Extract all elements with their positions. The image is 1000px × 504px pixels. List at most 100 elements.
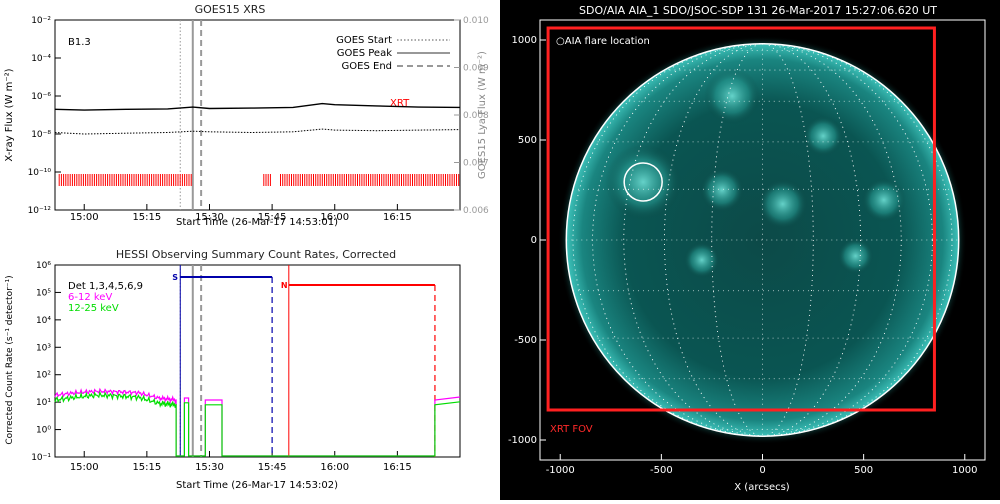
goes-right-tick-label: 0.008 <box>463 111 489 121</box>
xrt-label: XRT <box>390 98 410 109</box>
goes-y-tick-label: 10⁻⁸ <box>31 130 51 140</box>
plots-canvas: GOES15 XRS 10⁻² 10⁻⁴ 10⁻⁶ 10⁻⁸ 10⁻¹⁰ 10⁻¹² 0.… <box>4 3 489 491</box>
active-region <box>605 144 682 220</box>
hessi-x-axis: 15:00 15:15 15:30 15:45 16:00 16:15 <box>70 451 412 473</box>
goes-right-axis: 0.010 0.009 0.008 0.007 0.006 <box>454 16 489 216</box>
active-region <box>757 179 808 229</box>
hessi-y-tick-label: 10⁶ <box>36 261 51 271</box>
goes-x-tick-label: 15:00 <box>70 212 99 223</box>
solar-limb <box>565 43 960 437</box>
aia-title: SDO/AIA AIA_1 SDO/JSOC-SDP 131 26-Mar-20… <box>579 4 937 17</box>
goes-y-tick-label: 10⁻⁶ <box>31 92 51 102</box>
hessi-x-tick-label: 16:00 <box>320 462 349 473</box>
goes-title: GOES15 XRS <box>195 3 266 16</box>
legend-6-12-kev: 6-12 keV <box>68 292 112 303</box>
hessi-y-tick-label: 10⁻¹ <box>31 453 51 463</box>
hessi-y-tick-label: 10¹ <box>36 398 51 408</box>
active-region <box>861 178 906 222</box>
goes-x-tick-label: 15:15 <box>132 212 161 223</box>
aia-y-tick-label: 0 <box>531 235 537 246</box>
marker-label: S <box>172 273 178 282</box>
hessi-x-label: Start Time (26-Mar-17 14:53:02) <box>176 480 338 491</box>
goes-right-axis-label: GOES15 Lya Flux (W m⁻²) <box>477 51 488 179</box>
goes-y-tick-label: 10⁻⁴ <box>31 54 51 64</box>
aia-y-tick-label: -1000 <box>508 435 537 446</box>
hessi-orbit-markers: SN <box>172 265 436 457</box>
aia-y-axis: 1000 500 0 -500 -1000 <box>508 35 546 446</box>
active-region <box>700 168 745 212</box>
aia-x-axis: -1000 -500 0 500 1000 <box>546 454 977 476</box>
left-panel: GOES15 XRS 10⁻² 10⁻⁴ 10⁻⁶ 10⁻⁸ 10⁻¹⁰ 10⁻¹² 0.… <box>0 0 500 500</box>
hessi-y-tick-label: 10⁴ <box>36 316 51 326</box>
aia-y-tick-label: 500 <box>518 135 537 146</box>
aia-x-tick-label: -1000 <box>546 465 575 476</box>
xrt-observation-bars <box>58 174 460 186</box>
goes-y-tick-label: 10⁻² <box>31 16 51 26</box>
goes-x-tick-label: 16:00 <box>320 212 349 223</box>
hessi-x-tick-label: 15:15 <box>132 462 161 473</box>
longitude-line <box>572 43 953 437</box>
legend-goes-start: GOES Start <box>336 35 392 46</box>
hessi-12-25-kev-line <box>54 390 461 457</box>
hessi-y-tick-label: 10³ <box>36 343 51 353</box>
legend-hessi-detectors: Det 1,3,4,5,6,9 <box>68 281 143 292</box>
goes-right-tick-label: 0.009 <box>463 64 489 74</box>
hessi-x-tick-label: 15:00 <box>70 462 99 473</box>
active-region <box>803 116 844 156</box>
hessi-y-axis: 10⁶ 10⁵ 10⁴ 10³ 10² 10¹ 10⁰ 10⁻¹ <box>31 261 61 463</box>
active-region <box>683 242 720 278</box>
longitude-line <box>623 43 902 437</box>
longitude-line <box>592 43 933 437</box>
solar-disk <box>546 26 967 445</box>
aia-y-tick-label: -500 <box>514 335 537 346</box>
hessi-x-tick-label: 15:45 <box>258 462 287 473</box>
xrt-fov-label: XRT FOV <box>550 424 593 435</box>
hessi-y-tick-label: 10⁵ <box>36 288 51 298</box>
goes-xrs-plot: GOES15 XRS 10⁻² 10⁻⁴ 10⁻⁶ 10⁻⁸ 10⁻¹⁰ 10⁻¹² 0.… <box>4 3 489 228</box>
solar-disk-fill <box>566 43 959 437</box>
goes-right-tick-label: 0.007 <box>463 159 489 169</box>
goes-class-annotation: B1.3 <box>68 37 91 48</box>
goes-x-tick-label: 15:30 <box>195 212 224 223</box>
aia-x-label: X (arcsecs) <box>734 482 790 493</box>
goes-long-channel-line <box>54 102 461 111</box>
hessi-plot-frame <box>54 264 461 458</box>
goes-x-axis: 15:00 15:15 15:30 15:45 16:00 16:15 <box>70 204 412 223</box>
goes-short-channel-line <box>54 128 461 135</box>
goes-legend: GOES Start GOES Peak GOES End <box>336 35 450 72</box>
active-region <box>837 238 874 274</box>
hessi-x-tick-label: 15:30 <box>195 462 224 473</box>
xrt-fov-box <box>546 26 936 412</box>
goes-x-label: Start Time (26-Mar-17 14:53:01) <box>176 217 338 228</box>
goes-y-tick-label: 10⁻¹⁰ <box>28 168 52 178</box>
flare-location-circle <box>623 162 663 202</box>
hessi-y-tick-label: 10² <box>36 371 51 381</box>
aia-flare-legend: ○AIA flare location <box>556 36 650 47</box>
legend-goes-peak: GOES Peak <box>337 48 392 59</box>
aia-x-tick-label: -500 <box>650 465 673 476</box>
hessi-title: HESSI Observing Summary Count Rates, Cor… <box>116 248 396 261</box>
goes-y-tick-label: 10⁻¹² <box>28 206 52 216</box>
hessi-y-label: Corrected Count Rate (s⁻¹ detector⁻¹) <box>5 275 15 444</box>
hessi-plot: HESSI Observing Summary Count Rates, Cor… <box>5 248 461 491</box>
aia-image-canvas: SDO/AIA AIA_1 SDO/JSOC-SDP 131 26-Mar-20… <box>508 4 986 493</box>
goes-x-tick-label: 16:15 <box>383 212 412 223</box>
goes-y-label: X-ray Flux (W m⁻²) <box>4 68 15 161</box>
goes-right-tick-label: 0.010 <box>463 16 489 26</box>
aia-x-tick-label: 500 <box>854 465 873 476</box>
hessi-x-tick-label: 16:15 <box>383 462 412 473</box>
legend-goes-end: GOES End <box>342 61 392 72</box>
goes-x-tick-label: 15:45 <box>258 212 287 223</box>
right-panel: SDO/AIA AIA_1 SDO/JSOC-SDP 131 26-Mar-20… <box>500 0 1000 500</box>
goes-y-axis: 10⁻² 10⁻⁴ 10⁻⁶ 10⁻⁸ 10⁻¹⁰ 10⁻¹² <box>28 16 61 216</box>
aia-y-tick-label: 1000 <box>512 35 537 46</box>
active-region <box>704 68 761 124</box>
heliographic-grid <box>566 43 959 437</box>
aia-x-tick-label: 0 <box>759 465 765 476</box>
marker-label: N <box>281 281 288 290</box>
aia-x-tick-label: 1000 <box>952 465 977 476</box>
goes-right-tick-label: 0.006 <box>463 206 489 216</box>
hessi-y-tick-label: 10⁰ <box>36 426 51 436</box>
legend-12-25-kev: 12-25 keV <box>68 303 119 314</box>
hessi-6-12-kev-line <box>54 387 461 457</box>
